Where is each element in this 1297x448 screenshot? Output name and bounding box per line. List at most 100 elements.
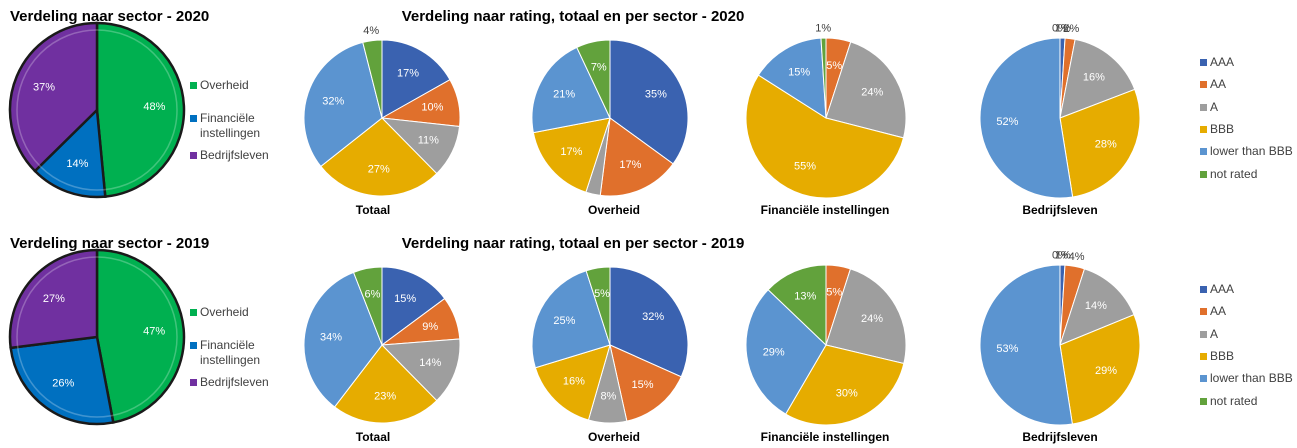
pie-slice [95, 248, 186, 424]
data-label: 52% [996, 116, 1018, 128]
pie-slice [979, 37, 1074, 199]
data-label: 55% [794, 160, 816, 172]
legend-item: A [1200, 327, 1218, 342]
pie-rim [16, 29, 178, 191]
pie-slice [576, 39, 611, 119]
legend-label: lower than BBB [1210, 144, 1293, 159]
legend-swatch [1200, 59, 1207, 66]
data-label: 25% [553, 315, 575, 327]
legend-swatch [1200, 148, 1207, 156]
data-label: 24% [861, 86, 883, 98]
data-label: 53% [996, 343, 1018, 355]
data-label: 0% [1052, 249, 1068, 261]
legend-item: Bedrijfsleven [190, 375, 280, 390]
pie-slice [825, 41, 907, 139]
legend-label: not rated [1210, 393, 1258, 408]
pie-rim [16, 256, 178, 418]
legend-label: AA [1210, 304, 1227, 319]
data-label: 16% [563, 376, 585, 388]
pie-slice [825, 268, 907, 365]
legend-label: A [1210, 99, 1219, 114]
pie-title: Totaal [356, 203, 390, 217]
pie-slice [33, 107, 107, 199]
pie-slice [1059, 268, 1135, 346]
pie-slice [380, 338, 461, 402]
data-label: 17% [560, 146, 582, 158]
legend-swatch [1200, 81, 1207, 89]
data-label: 32% [642, 311, 664, 323]
data-label: 1% [815, 22, 831, 34]
pie-slice [320, 117, 438, 197]
legend-label: Overheid [200, 305, 249, 319]
data-label: 27% [43, 293, 65, 305]
pie-slice [362, 39, 383, 119]
data-label: 15% [788, 66, 810, 78]
data-label: 1% [1055, 22, 1071, 34]
legend-swatch [190, 115, 197, 122]
legend-item: Overheid [190, 305, 280, 320]
pie-slice [532, 117, 611, 193]
pie-slice [599, 117, 674, 197]
pie-title: Bedrijfsleven [1022, 203, 1097, 217]
legend-item: not rated [1200, 394, 1257, 409]
data-label: 5% [826, 60, 842, 72]
legend-label: AA [1210, 77, 1227, 92]
legend-item: A [1200, 100, 1218, 115]
legend-item: AAA [1200, 282, 1234, 297]
data-label: 14% [66, 158, 88, 170]
pie-title: Totaal [356, 430, 390, 444]
legend-item: AA [1200, 304, 1226, 319]
pie-title: Bedrijfsleven [1022, 430, 1097, 444]
pie-title: Financiële instellingen [761, 203, 890, 217]
chart-title: Verdeling naar rating, totaal en per sec… [402, 235, 745, 252]
data-label: 23% [374, 390, 396, 402]
data-label: 37% [33, 82, 55, 94]
pie-slice [303, 41, 383, 168]
legend-swatch [190, 309, 197, 316]
pie-slice [9, 335, 115, 426]
data-label: 5% [594, 288, 610, 300]
data-label: 17% [619, 159, 641, 171]
data-label: 0% [1052, 22, 1068, 34]
data-label: 47% [143, 326, 165, 338]
legend-item: lower than BBB [1200, 144, 1293, 159]
pie-slice [531, 46, 611, 134]
pie-slice [757, 37, 827, 119]
pie-slice [8, 21, 99, 173]
legend-swatch [1200, 125, 1207, 133]
legend-label: Bedrijfsleven [200, 148, 269, 162]
legend-item: AA [1200, 77, 1226, 92]
data-label: 32% [322, 95, 344, 107]
legend-item: lower than BBB [1200, 371, 1293, 386]
data-label: 4% [363, 25, 379, 37]
chart-title: Verdeling naar sector - 2019 [10, 235, 209, 252]
legend-swatch [1200, 352, 1207, 360]
legend-swatch [1200, 170, 1207, 178]
legend-swatch [1200, 375, 1207, 383]
data-label: 26% [52, 377, 74, 389]
pie-slice [8, 248, 99, 350]
pie-title: Financiële instellingen [761, 430, 890, 444]
data-label: 4% [1069, 251, 1085, 263]
pie-slice [979, 264, 1073, 426]
data-label: 48% [143, 101, 165, 113]
data-label: 7% [591, 62, 607, 74]
chart-title: Verdeling naar sector - 2020 [10, 8, 209, 25]
pie-slice [820, 37, 827, 119]
pie-slice [745, 289, 827, 415]
data-label: 14% [1085, 300, 1107, 312]
data-label: 28% [1095, 138, 1117, 150]
data-label: 5% [826, 287, 842, 299]
data-label: 27% [368, 163, 390, 175]
legend-swatch [190, 342, 197, 349]
pie-slice [333, 344, 438, 424]
pie-title: Overheid [588, 430, 640, 444]
data-label: 17% [397, 67, 419, 79]
pie-slice [303, 271, 383, 408]
legend-swatch [190, 152, 197, 159]
data-label: 16% [1083, 71, 1105, 83]
legend-item: BBB [1200, 349, 1234, 364]
legend-swatch [1200, 397, 1207, 405]
data-label: 10% [421, 102, 443, 114]
pie-slice [381, 39, 451, 119]
